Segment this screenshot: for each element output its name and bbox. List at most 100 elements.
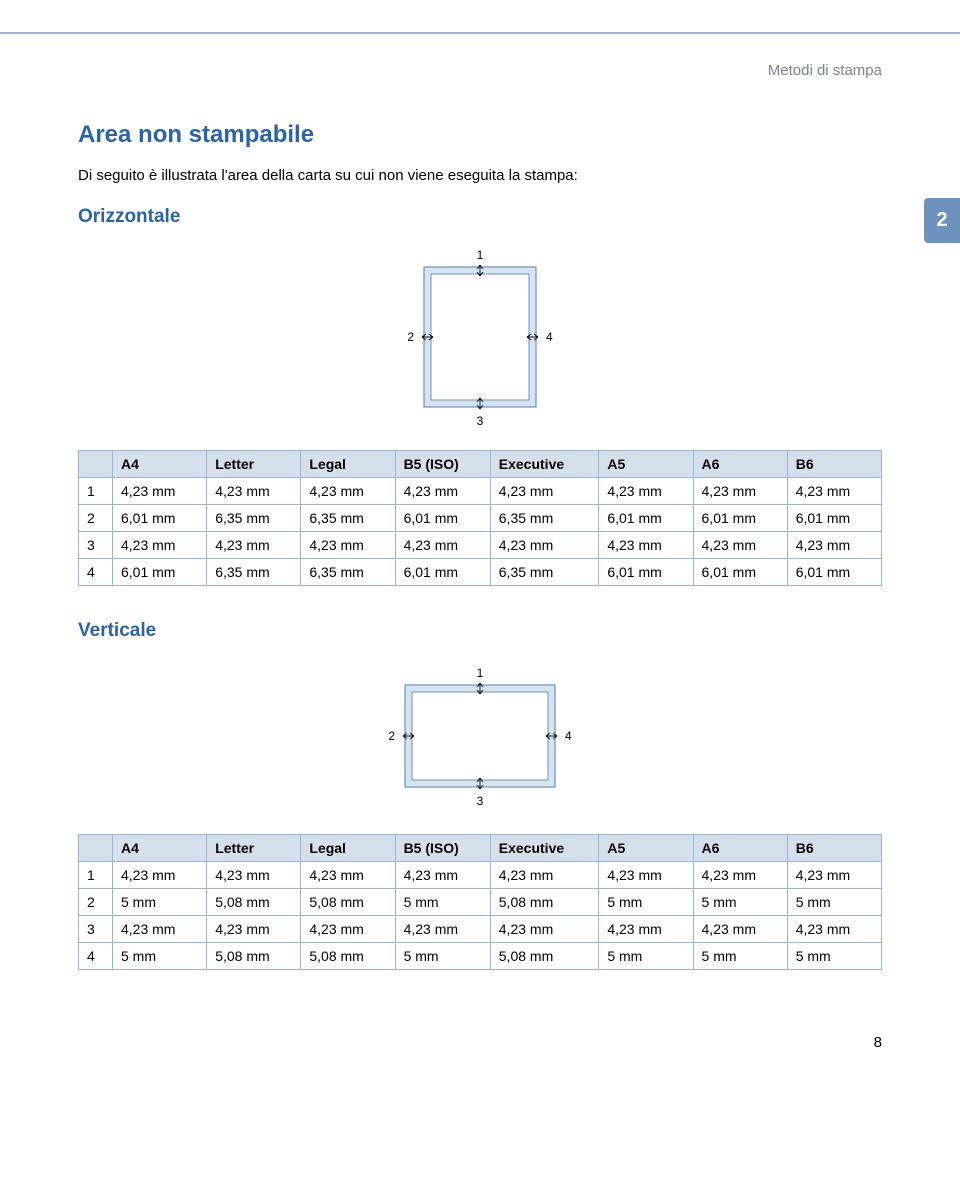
table-cell: 6,35 mm — [490, 559, 599, 586]
svg-text:2: 2 — [407, 330, 414, 344]
page-number: 8 — [0, 1034, 960, 1081]
table-header-cell: A5 — [599, 451, 693, 478]
table-header-cell: Letter — [207, 451, 301, 478]
svg-text:3: 3 — [477, 794, 484, 808]
table-cell: 5,08 mm — [490, 943, 599, 970]
table-cell: 4,23 mm — [207, 916, 301, 943]
table-row: 46,01 mm6,35 mm6,35 mm6,01 mm6,35 mm6,01… — [79, 559, 882, 586]
breadcrumb: Metodi di stampa — [78, 62, 882, 79]
table-header-cell: Executive — [490, 835, 599, 862]
table-cell: 3 — [79, 532, 113, 559]
table-cell: 5 mm — [395, 889, 490, 916]
table-cell: 5 mm — [599, 889, 693, 916]
svg-text:3: 3 — [477, 414, 484, 428]
table-cell: 5 mm — [693, 943, 787, 970]
table-cell: 4,23 mm — [599, 532, 693, 559]
table-cell: 5,08 mm — [490, 889, 599, 916]
table-cell: 1 — [79, 862, 113, 889]
table-cell: 4,23 mm — [207, 862, 301, 889]
table-cell: 4,23 mm — [693, 862, 787, 889]
table-cell: 3 — [79, 916, 113, 943]
table-row: 34,23 mm4,23 mm4,23 mm4,23 mm4,23 mm4,23… — [79, 916, 882, 943]
table-cell: 5 mm — [113, 943, 207, 970]
table-cell: 6,35 mm — [301, 559, 395, 586]
table-cell: 6,01 mm — [113, 505, 207, 532]
table-cell: 6,35 mm — [490, 505, 599, 532]
table-cell: 1 — [79, 478, 113, 505]
table-cell: 4,23 mm — [787, 478, 881, 505]
table-cell: 4,23 mm — [301, 532, 395, 559]
table-horizontal: A4LetterLegalB5 (ISO)ExecutiveA5A6B614,2… — [78, 450, 882, 586]
table-cell: 4,23 mm — [599, 916, 693, 943]
table-header-cell: B6 — [787, 451, 881, 478]
table-header-cell: B6 — [787, 835, 881, 862]
table-header-cell: B5 (ISO) — [395, 835, 490, 862]
table-cell: 4,23 mm — [787, 862, 881, 889]
table-cell: 4,23 mm — [599, 478, 693, 505]
table-cell: 6,01 mm — [599, 505, 693, 532]
table-cell: 5 mm — [787, 943, 881, 970]
table-cell: 5 mm — [113, 889, 207, 916]
table-cell: 6,01 mm — [395, 505, 490, 532]
table-cell: 4 — [79, 943, 113, 970]
table-cell: 6,01 mm — [113, 559, 207, 586]
table-cell: 4,23 mm — [490, 532, 599, 559]
table-cell: 4,23 mm — [490, 916, 599, 943]
svg-text:1: 1 — [477, 248, 484, 262]
svg-text:1: 1 — [477, 666, 484, 680]
table-cell: 6,35 mm — [207, 559, 301, 586]
page-content: Metodi di stampa 2 Area non stampabile D… — [0, 34, 960, 1034]
table-cell: 5 mm — [693, 889, 787, 916]
table-header-cell: Letter — [207, 835, 301, 862]
table-cell: 4,23 mm — [113, 532, 207, 559]
diagram-vertical: 1324 — [78, 656, 882, 816]
table-row: 45 mm5,08 mm5,08 mm5 mm5,08 mm5 mm5 mm5 … — [79, 943, 882, 970]
table-cell: 6,01 mm — [693, 559, 787, 586]
table-cell: 6,01 mm — [599, 559, 693, 586]
table-cell: 5,08 mm — [207, 889, 301, 916]
table-cell: 6,35 mm — [301, 505, 395, 532]
section-vertical-title: Verticale — [78, 620, 882, 642]
intro-text: Di seguito è illustrata l'area della car… — [78, 167, 882, 184]
section-horizontal-title: Orizzontale — [78, 206, 882, 228]
table-cell: 5 mm — [395, 943, 490, 970]
table-cell: 4,23 mm — [395, 862, 490, 889]
table-cell: 4,23 mm — [693, 532, 787, 559]
table-cell: 2 — [79, 505, 113, 532]
table-cell: 5,08 mm — [301, 889, 395, 916]
table-row: 26,01 mm6,35 mm6,35 mm6,01 mm6,35 mm6,01… — [79, 505, 882, 532]
table-cell: 4,23 mm — [301, 478, 395, 505]
table-row: 25 mm5,08 mm5,08 mm5 mm5,08 mm5 mm5 mm5 … — [79, 889, 882, 916]
table-row: 14,23 mm4,23 mm4,23 mm4,23 mm4,23 mm4,23… — [79, 862, 882, 889]
table-cell: 4,23 mm — [490, 478, 599, 505]
table-cell: 4,23 mm — [301, 916, 395, 943]
table-header-cell — [79, 835, 113, 862]
table-cell: 4,23 mm — [395, 916, 490, 943]
table-cell: 4,23 mm — [693, 916, 787, 943]
table-cell: 4,23 mm — [113, 916, 207, 943]
table-cell: 4 — [79, 559, 113, 586]
table-header-cell — [79, 451, 113, 478]
svg-text:2: 2 — [388, 729, 395, 743]
table-cell: 5,08 mm — [207, 943, 301, 970]
table-header-cell: A5 — [599, 835, 693, 862]
table-vertical: A4LetterLegalB5 (ISO)ExecutiveA5A6B614,2… — [78, 834, 882, 970]
table-header-cell: Legal — [301, 451, 395, 478]
diagram-horizontal: 1324 — [78, 242, 882, 432]
table-cell: 6,35 mm — [207, 505, 301, 532]
table-header-cell: B5 (ISO) — [395, 451, 490, 478]
table-cell: 4,23 mm — [301, 862, 395, 889]
chapter-badge: 2 — [924, 198, 960, 243]
table-header-cell: A6 — [693, 451, 787, 478]
table-cell: 6,01 mm — [693, 505, 787, 532]
table-cell: 4,23 mm — [395, 478, 490, 505]
table-cell: 4,23 mm — [207, 478, 301, 505]
table-cell: 2 — [79, 889, 113, 916]
table-header-cell: A6 — [693, 835, 787, 862]
table-cell: 4,23 mm — [599, 862, 693, 889]
table-cell: 4,23 mm — [787, 532, 881, 559]
table-cell: 4,23 mm — [787, 916, 881, 943]
table-cell: 5,08 mm — [301, 943, 395, 970]
table-row: 14,23 mm4,23 mm4,23 mm4,23 mm4,23 mm4,23… — [79, 478, 882, 505]
table-row: 34,23 mm4,23 mm4,23 mm4,23 mm4,23 mm4,23… — [79, 532, 882, 559]
